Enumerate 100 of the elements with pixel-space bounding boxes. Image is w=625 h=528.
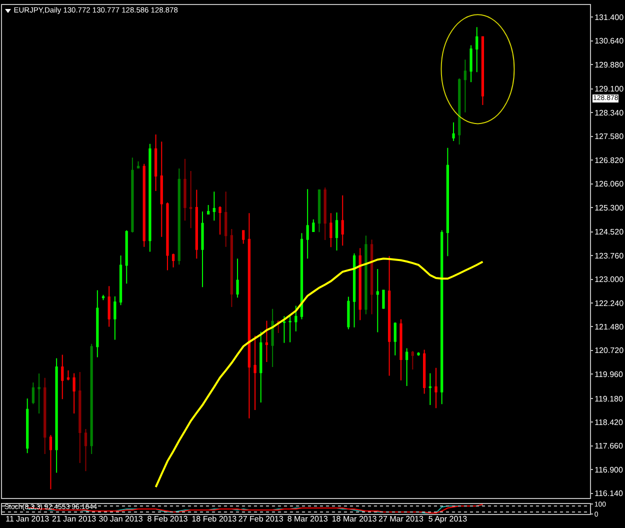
candlestick	[242, 230, 245, 244]
y-tick-label: 117.660	[594, 442, 624, 451]
candlestick	[417, 352, 420, 356]
y-tick-label: 122.240	[594, 298, 624, 308]
candlestick	[78, 371, 82, 464]
y-tick-label: 130.640	[594, 36, 624, 46]
y-tick-label: 123.000	[594, 275, 624, 284]
candlestick	[260, 331, 262, 404]
candlestick	[306, 188, 309, 260]
y-tick-label: 123.760	[594, 251, 624, 260]
candlestick	[324, 187, 326, 240]
candlestick	[446, 147, 449, 257]
candlestick	[184, 158, 186, 222]
candlestick	[411, 350, 414, 370]
y-tick-label: 126.060	[594, 180, 624, 189]
candlestick	[207, 204, 210, 215]
candlestick	[166, 202, 169, 271]
candlestick	[66, 370, 70, 381]
x-tick-label: 30 Jan 2013	[98, 514, 144, 524]
candlestick	[212, 191, 216, 222]
candlestick	[294, 305, 298, 332]
y-tick-label: 119.960	[594, 370, 624, 379]
candlestick	[190, 170, 192, 229]
candlestick	[32, 382, 35, 405]
candlestick	[300, 232, 304, 320]
y-tick-label: 116.140	[594, 489, 624, 498]
candlestick	[470, 44, 472, 83]
candlestick	[61, 354, 64, 400]
candlestick	[119, 255, 122, 306]
candlestick	[218, 206, 222, 236]
x-tick-label: 8 Mar 2013	[287, 514, 328, 524]
candlestick	[282, 316, 286, 344]
candlestick	[195, 189, 198, 260]
candlestick	[312, 218, 315, 232]
candlestick	[178, 168, 180, 266]
candlestick	[114, 296, 116, 340]
y-tick-label: 120.720	[594, 346, 624, 356]
candlestick	[476, 26, 478, 73]
candlestick	[142, 163, 146, 248]
candlestick	[452, 122, 455, 142]
candlestick	[388, 256, 391, 376]
x-tick-label: 27 Feb 2013	[238, 514, 284, 524]
candlestick	[464, 59, 467, 113]
candlestick	[428, 372, 432, 406]
candlestick	[458, 78, 461, 145]
x-tick-label: 18 Mar 2013	[332, 514, 378, 524]
candlestick	[341, 194, 344, 246]
candlestick	[481, 36, 484, 106]
y-tick-label: 124.520	[594, 228, 624, 237]
candlestick	[335, 212, 338, 252]
candlestick	[288, 314, 292, 343]
candlestick	[400, 318, 402, 381]
y-tick-label: 128.340	[594, 108, 624, 118]
y-tick-label: 127.580	[594, 132, 624, 142]
candlestick	[224, 191, 228, 248]
candlestick	[265, 320, 268, 362]
candlestick	[376, 268, 379, 333]
y-tick-label: 126.820	[594, 156, 624, 165]
candlestick	[370, 239, 374, 315]
candlestick	[136, 160, 140, 169]
candlestick	[254, 335, 256, 411]
candlestick	[72, 372, 76, 414]
candlestick	[148, 143, 152, 252]
candlestick	[154, 134, 158, 192]
candlestick	[330, 212, 332, 248]
candlestick	[347, 296, 350, 330]
candlestick	[44, 377, 46, 454]
candlestick	[90, 343, 93, 454]
candlestick	[38, 373, 40, 414]
candlestick	[318, 188, 321, 233]
candlestick	[108, 286, 110, 328]
x-tick-label: 11 Jan 2013	[6, 514, 50, 524]
candlestick	[352, 252, 356, 328]
candlestick	[434, 367, 438, 409]
x-tick-label: 8 Feb 2013	[147, 514, 188, 524]
candlestick	[271, 308, 274, 368]
y-tick-label: 129.100	[594, 84, 624, 94]
y-tick-label: 121.480	[594, 322, 624, 332]
candlestick	[125, 230, 128, 284]
candlestick	[382, 289, 385, 310]
candlestick	[440, 230, 444, 405]
x-tick-label: 5 Apr 2013	[428, 514, 468, 524]
candlestick	[55, 358, 58, 474]
candlestick	[248, 212, 251, 419]
candlestick	[394, 322, 396, 356]
candlestick	[364, 235, 368, 315]
candlestick	[49, 434, 52, 490]
candlestick	[96, 290, 99, 358]
y-tick-label: 119.180	[594, 394, 624, 404]
candlestick	[84, 428, 88, 472]
candlestick	[201, 211, 204, 288]
candlestick	[406, 348, 408, 386]
candlestick	[236, 258, 239, 298]
y-tick-label: 125.300	[594, 203, 624, 212]
x-tick-label: 27 Mar 2013	[378, 514, 424, 524]
line-series	[154, 258, 484, 488]
y-tick-label: 116.900	[594, 465, 624, 474]
candlestick	[230, 228, 233, 308]
candlestick	[423, 349, 426, 394]
x-tick-label: 21 Jan 2013	[52, 514, 97, 524]
